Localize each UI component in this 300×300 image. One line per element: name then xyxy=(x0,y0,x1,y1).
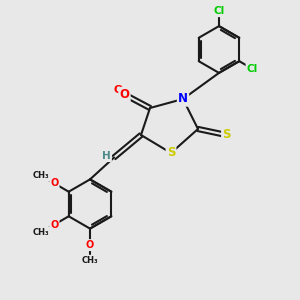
Text: CH₃: CH₃ xyxy=(33,171,50,180)
Text: O: O xyxy=(86,240,94,250)
Text: O: O xyxy=(119,88,130,101)
Text: S: S xyxy=(222,128,231,142)
Text: Cl: Cl xyxy=(213,6,225,16)
Text: CH₃: CH₃ xyxy=(82,256,98,265)
Text: N: N xyxy=(178,92,188,106)
Text: O: O xyxy=(50,220,59,230)
Text: O: O xyxy=(50,178,59,188)
Text: H: H xyxy=(102,151,111,161)
Text: S: S xyxy=(167,146,175,160)
Text: O: O xyxy=(114,85,123,95)
Text: Cl: Cl xyxy=(247,64,258,74)
Text: CH₃: CH₃ xyxy=(33,228,50,236)
